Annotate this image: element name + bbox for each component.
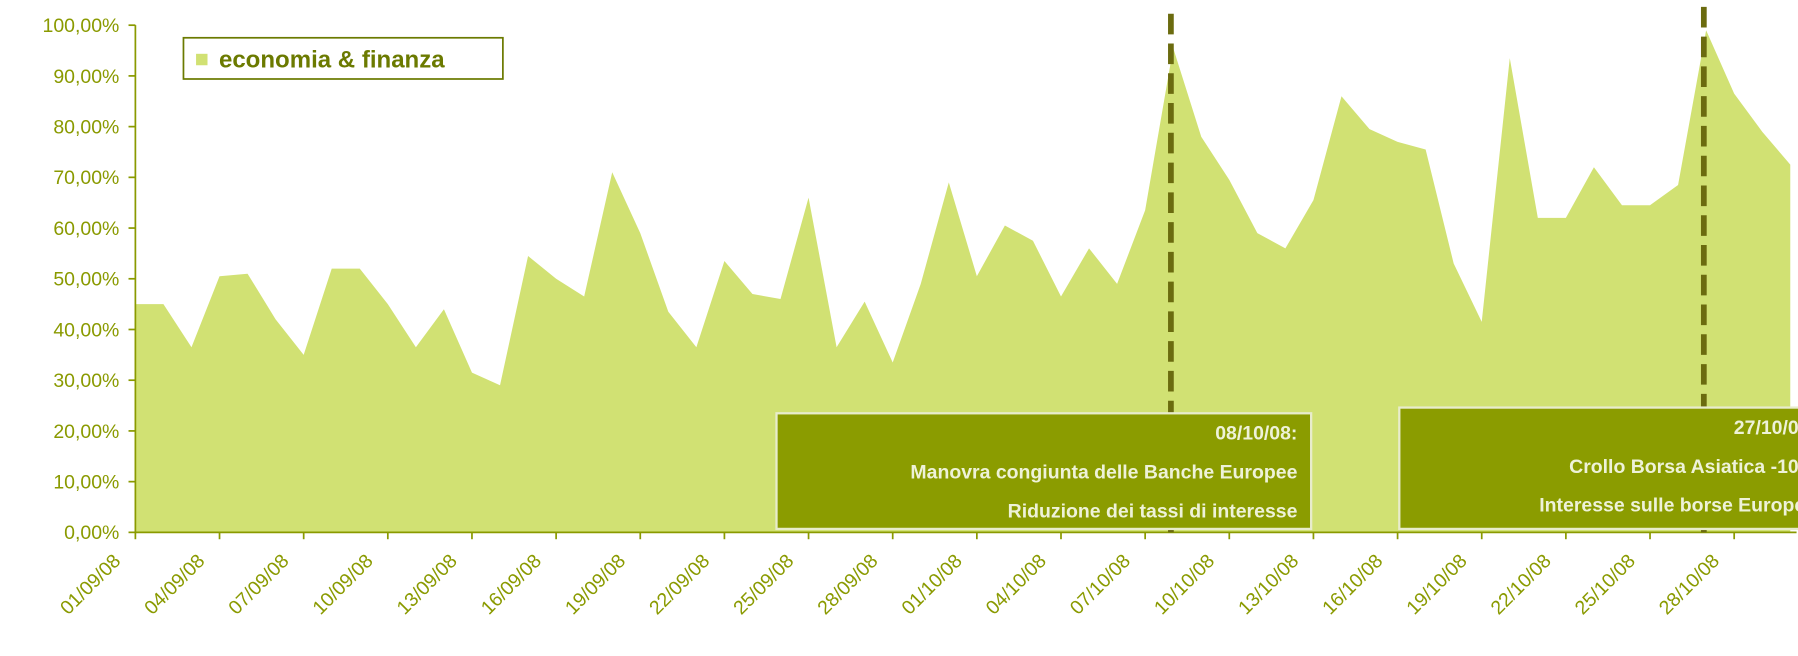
annotation-text: Manovra congiunta delle Banche Europee [910, 462, 1297, 484]
x-tick-label: 10/09/08 [309, 550, 378, 619]
y-tick-label: 40,00% [53, 319, 119, 341]
x-tick-label: 01/10/08 [898, 550, 967, 619]
x-tick-label: 25/09/08 [729, 550, 798, 619]
annotation-text: Crollo Borsa Asiatica -10% [1569, 456, 1798, 478]
y-tick-label: 10,00% [53, 472, 119, 494]
x-tick-label: 13/09/08 [393, 550, 462, 619]
y-tick-label: 60,00% [53, 218, 119, 240]
x-tick-label: 25/10/08 [1571, 550, 1640, 619]
y-tick-label: 90,00% [53, 66, 119, 88]
x-tick-label: 19/09/08 [561, 550, 630, 619]
annotation-text: Riduzione dei tassi di interesse [1008, 500, 1298, 522]
annotation-box [775, 412, 1313, 531]
x-tick-label: 13/10/08 [1234, 550, 1303, 619]
y-tick-label: 50,00% [53, 269, 119, 291]
y-tick-label: 0,00% [64, 522, 119, 544]
y-tick-label: 30,00% [53, 370, 119, 392]
x-tick-label: 16/10/08 [1318, 550, 1387, 619]
x-tick-label: 28/09/08 [813, 550, 882, 619]
x-tick-label: 01/09/08 [56, 550, 125, 619]
x-tick-label: 28/10/08 [1655, 550, 1724, 619]
annotation-text: 27/10/08: [1734, 417, 1798, 439]
x-tick-label: 22/09/08 [645, 550, 714, 619]
legend-swatch [196, 53, 208, 66]
x-tick-label: 16/09/08 [477, 550, 546, 619]
x-tick-label: 04/10/08 [982, 550, 1051, 619]
legend-label: economia & finanza [219, 47, 445, 74]
y-tick-label: 20,00% [53, 421, 119, 443]
annotation-text: 08/10/08: [1215, 423, 1297, 445]
y-tick-label: 80,00% [53, 116, 119, 138]
x-tick-label: 07/09/08 [224, 550, 293, 619]
x-tick-label: 07/10/08 [1066, 550, 1135, 619]
legend-box [182, 36, 504, 80]
y-tick-label: 70,00% [53, 167, 119, 189]
annotation-text: Interesse sulle borse Europee [1539, 495, 1798, 517]
x-tick-label: 04/09/08 [140, 550, 209, 619]
annotation-box [1398, 406, 1798, 531]
x-tick-label: 10/10/08 [1150, 550, 1219, 619]
x-tick-label: 19/10/08 [1402, 550, 1471, 619]
x-tick-label: 22/10/08 [1487, 550, 1556, 619]
area [135, 30, 1791, 533]
y-tick-label: 100,00% [43, 15, 120, 37]
